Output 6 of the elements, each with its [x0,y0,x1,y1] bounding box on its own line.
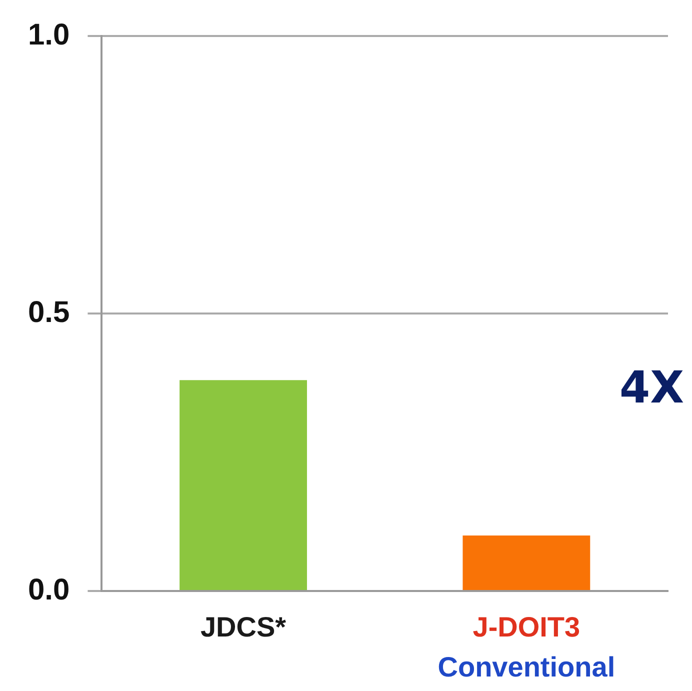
annotation: 4X [619,362,684,414]
y-tick-label: 1.0 [28,18,70,52]
y-tick-label: 0.5 [28,296,70,329]
x-tick-label: J-DOIT3 Conventional [438,612,616,683]
x-tick-label: JDCS* [200,612,286,643]
y-tick-label: 0.0 [28,573,70,606]
